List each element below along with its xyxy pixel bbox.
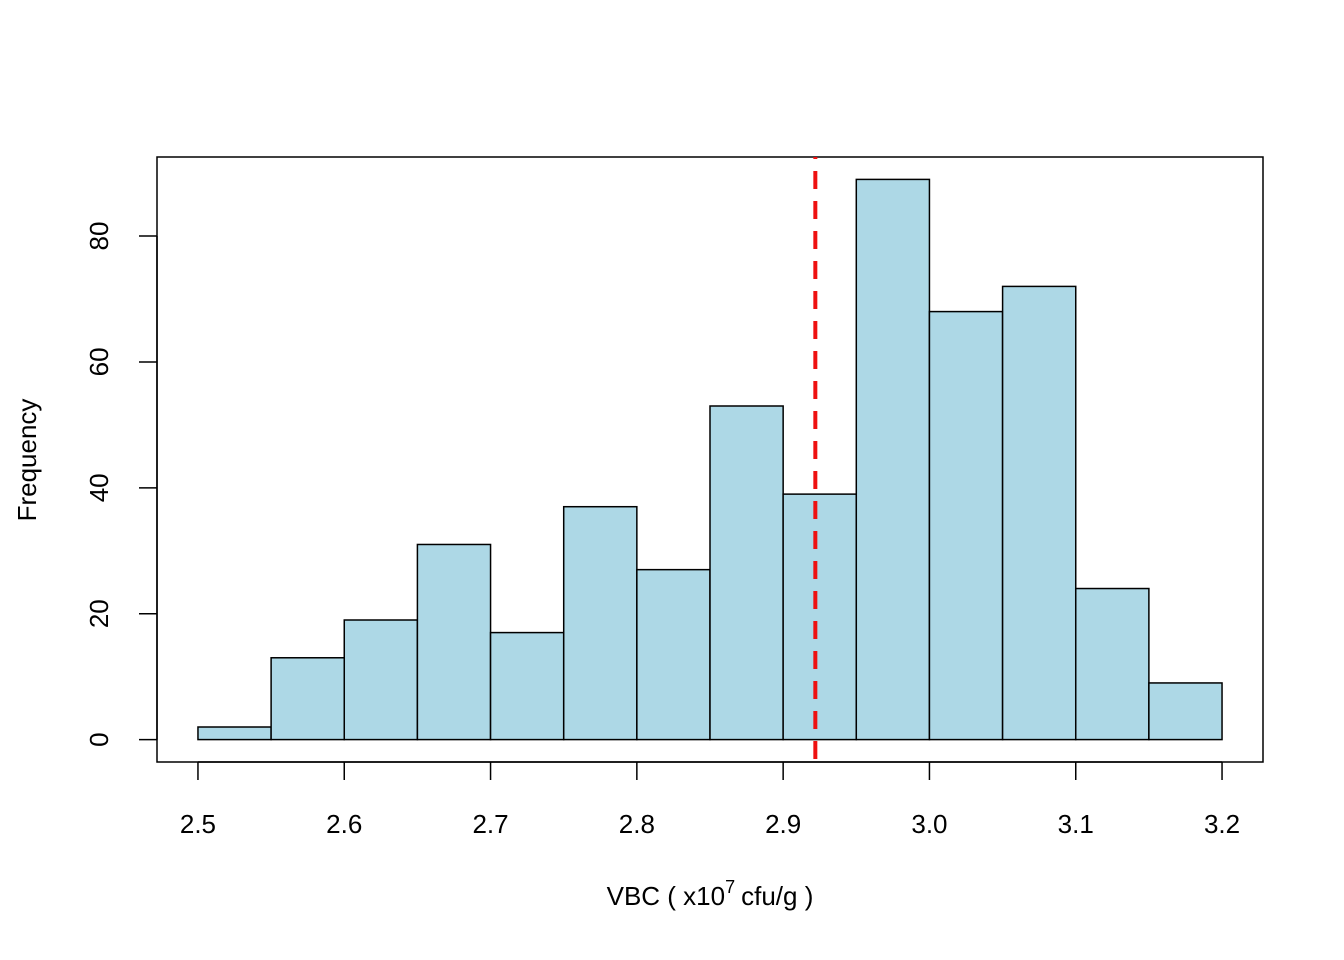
bar: [197, 726, 272, 741]
y-axis-label: Frequency: [12, 399, 42, 522]
x-label-sup: 7: [725, 877, 735, 897]
x-label-rest: cfu/g ): [741, 881, 813, 911]
bar: [928, 310, 1004, 741]
bar: [636, 568, 711, 741]
y-tick-label: 0: [84, 732, 114, 746]
x-tick-label: 2.6: [326, 809, 362, 839]
bar: [416, 543, 492, 741]
bar: [1148, 682, 1223, 741]
y-tick-label: 20: [84, 599, 114, 628]
x-tick-label: 2.5: [180, 809, 216, 839]
bar: [782, 493, 858, 741]
bar: [709, 405, 784, 741]
bar: [1001, 285, 1077, 741]
x-tick-label: 2.9: [765, 809, 801, 839]
x-tick-label: 3.1: [1058, 809, 1094, 839]
bar: [1074, 587, 1150, 741]
x-tick-label: 2.7: [472, 809, 508, 839]
x-tick-label: 2.8: [619, 809, 655, 839]
bar: [562, 505, 638, 741]
bar: [270, 657, 346, 741]
bar: [855, 178, 931, 741]
bar: [343, 619, 419, 741]
x-tick-label: 3.0: [911, 809, 947, 839]
y-tick-label: 80: [84, 222, 114, 251]
y-tick-label: 60: [84, 347, 114, 376]
bar: [489, 631, 565, 741]
x-label-main: VBC ( x10: [607, 881, 726, 911]
x-axis-label: VBC ( x107 cfu/g ): [607, 877, 814, 911]
x-tick-label: 3.2: [1204, 809, 1240, 839]
y-tick-label: 40: [84, 473, 114, 502]
